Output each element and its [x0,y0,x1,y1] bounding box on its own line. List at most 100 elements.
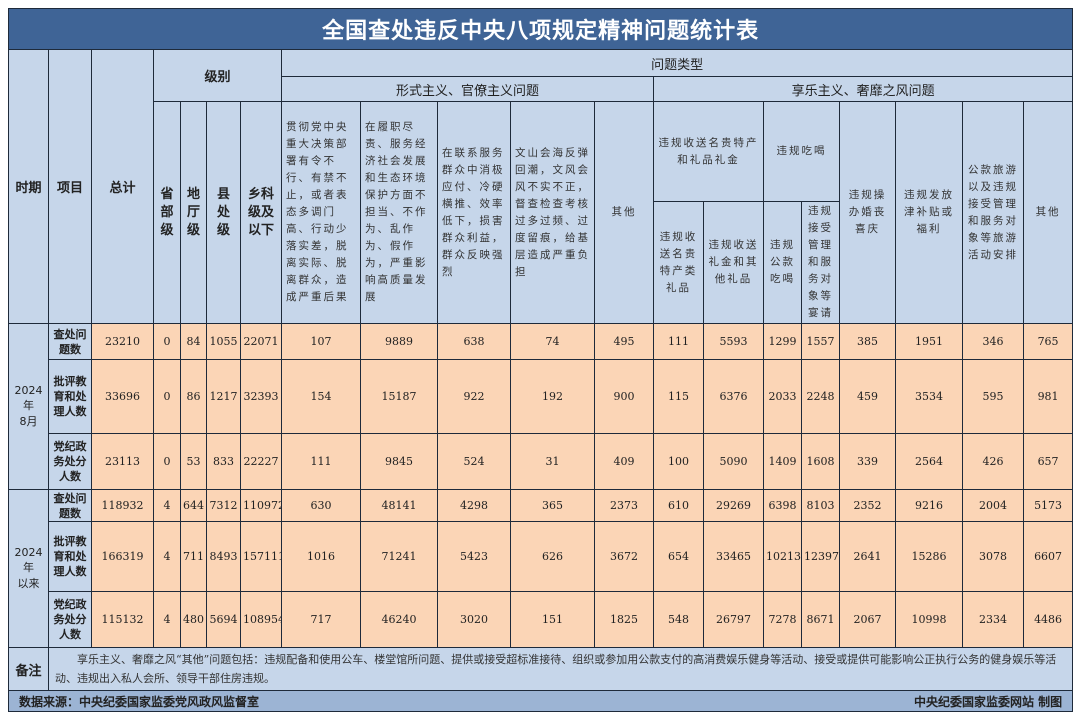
cell-level: 4 [153,489,181,522]
table-row: 2024年 以来 查处问题数 118932 4 644 7312 110972 630 4814… [8,489,1074,648]
cell-value: 9216 [895,489,963,522]
cell-level: 711 [180,521,207,592]
cell-level: 32393 [240,359,282,434]
cell-value: 2641 [839,521,896,592]
cell-level: 108954 [240,591,282,648]
cell-level: 8493 [206,521,241,592]
cell-level: 0 [153,323,181,360]
cell-value: 524 [437,433,511,490]
cell-total: 166319 [91,521,154,592]
cell-value: 610 [653,489,704,522]
cell-value: 10213 [763,521,802,592]
cell-value: 115 [653,359,704,434]
chart-credit: 中央纪委国家监委网站 制图 [913,694,1063,709]
cell-value: 765 [1022,323,1074,360]
cell-value: 717 [281,591,361,648]
cell-value: 3020 [437,591,511,648]
header-formalism-col-2: 在履职尽责、服务经济社会发展和生态环境保护方面不担当、不作为、乱作为、假作为，严… [360,101,438,324]
cell-level: 86 [180,359,207,434]
cell-level: 480 [180,591,207,648]
cell-value: 48141 [360,489,438,522]
cell-value: 8671 [801,591,840,648]
cell-level: 53 [180,433,207,490]
cell-value: 15286 [895,521,963,592]
cell-value: 31 [510,433,595,490]
header-level-county: 县处级 [206,101,241,324]
cell-level: 1055 [206,323,241,360]
cell-value: 548 [653,591,704,648]
cell-value: 5593 [703,323,764,360]
header-formalism-col-1: 贯彻党中央重大决策部署有令不行、有禁不止，或者表态多调门高、行动少落实差，脱离实… [281,101,361,324]
cell-value: 981 [1022,359,1074,434]
cell-value: 9889 [360,323,438,360]
header-level-prefecture: 地厅级 [180,101,207,324]
cell-total: 33696 [91,359,154,434]
cell-level: 84 [180,323,207,360]
cell-value: 2352 [839,489,896,522]
cell-value: 630 [281,489,361,522]
table-row: 批评教育和处理人数 33696 0 86 1217 32393 154 15187 922 192… [9,359,1074,434]
table-row: 2024年 8月 查处问题数 23210 0 84 1055 22071 107 9889 638… [8,323,1074,490]
header-period: 时期 [8,49,49,324]
data-source: 数据来源：中央纪委国家监委党风政风监督室 [19,694,260,709]
cell-value: 46240 [360,591,438,648]
note-label: 备注 [8,647,49,691]
cell-value: 192 [510,359,595,434]
cell-value: 638 [437,323,511,360]
cell-value: 4298 [437,489,511,522]
table-row: 党纪政务处分人数 23113 0 53 833 22227 111 9845 524 31 409 1… [9,433,1074,490]
cell-value: 12397 [801,521,840,592]
table-row: 批评教育和处理人数 166319 4 711 8493 157111 1016 71241 54… [9,521,1074,592]
cell-value: 4486 [1022,591,1074,648]
statistics-table: 全国查处违反中央八项规定精神问题统计表 时期 项目 总计 级别 问题类型 形式主… [7,8,1074,712]
cell-level: 7312 [206,489,241,522]
period-label: 2024年 8月 [8,323,49,490]
cell-value: 2564 [895,433,963,490]
cell-level: 110972 [240,489,282,522]
cell-value: 459 [839,359,896,434]
cell-value: 657 [1022,433,1074,490]
cell-value: 26797 [703,591,764,648]
cell-value: 339 [839,433,896,490]
row-item-label: 查处问题数 [48,323,92,360]
cell-value: 1409 [763,433,802,490]
cell-value: 10998 [895,591,963,648]
cell-level: 22071 [240,323,282,360]
period-label: 2024年 以来 [8,489,49,648]
cell-value: 626 [510,521,595,592]
cell-value: 409 [594,433,654,490]
cell-value: 6376 [703,359,764,434]
cell-value: 2067 [839,591,896,648]
cell-value: 6398 [763,489,802,522]
header-formalism-col-3: 在联系服务群众中消极应付、冷硬横推、效率低下，损害群众利益，群众反映强烈 [437,101,511,324]
cell-value: 2373 [594,489,654,522]
cell-value: 9845 [360,433,438,490]
header-formalism: 形式主义、官僚主义问题 [281,76,654,102]
cell-value: 7278 [763,591,802,648]
cell-value: 346 [962,323,1024,360]
cell-value: 900 [594,359,654,434]
header-gifts-specialty: 违规收送名贵特产类礼品 [653,201,704,324]
cell-value: 1557 [801,323,840,360]
cell-level: 1217 [206,359,241,434]
header-problem-type: 问题类型 [280,49,1074,77]
cell-value: 1825 [594,591,654,648]
cell-value: 1951 [895,323,963,360]
cell-value: 1608 [801,433,840,490]
cell-total: 118932 [91,489,154,522]
cell-level: 5694 [206,591,241,648]
cell-level: 4 [153,591,181,648]
cell-value: 111 [281,433,361,490]
header-hedonism: 享乐主义、奢靡之风问题 [652,76,1074,102]
cell-level: 4 [153,521,181,592]
header-hedonism-other: 其他 [1022,101,1074,324]
cell-value: 365 [510,489,595,522]
cell-value: 922 [437,359,511,434]
cell-value: 385 [839,323,896,360]
cell-value: 111 [653,323,704,360]
cell-total: 115132 [91,591,154,648]
cell-value: 3534 [895,359,963,434]
cell-value: 2033 [763,359,802,434]
cell-level: 0 [153,433,181,490]
cell-value: 1016 [281,521,361,592]
